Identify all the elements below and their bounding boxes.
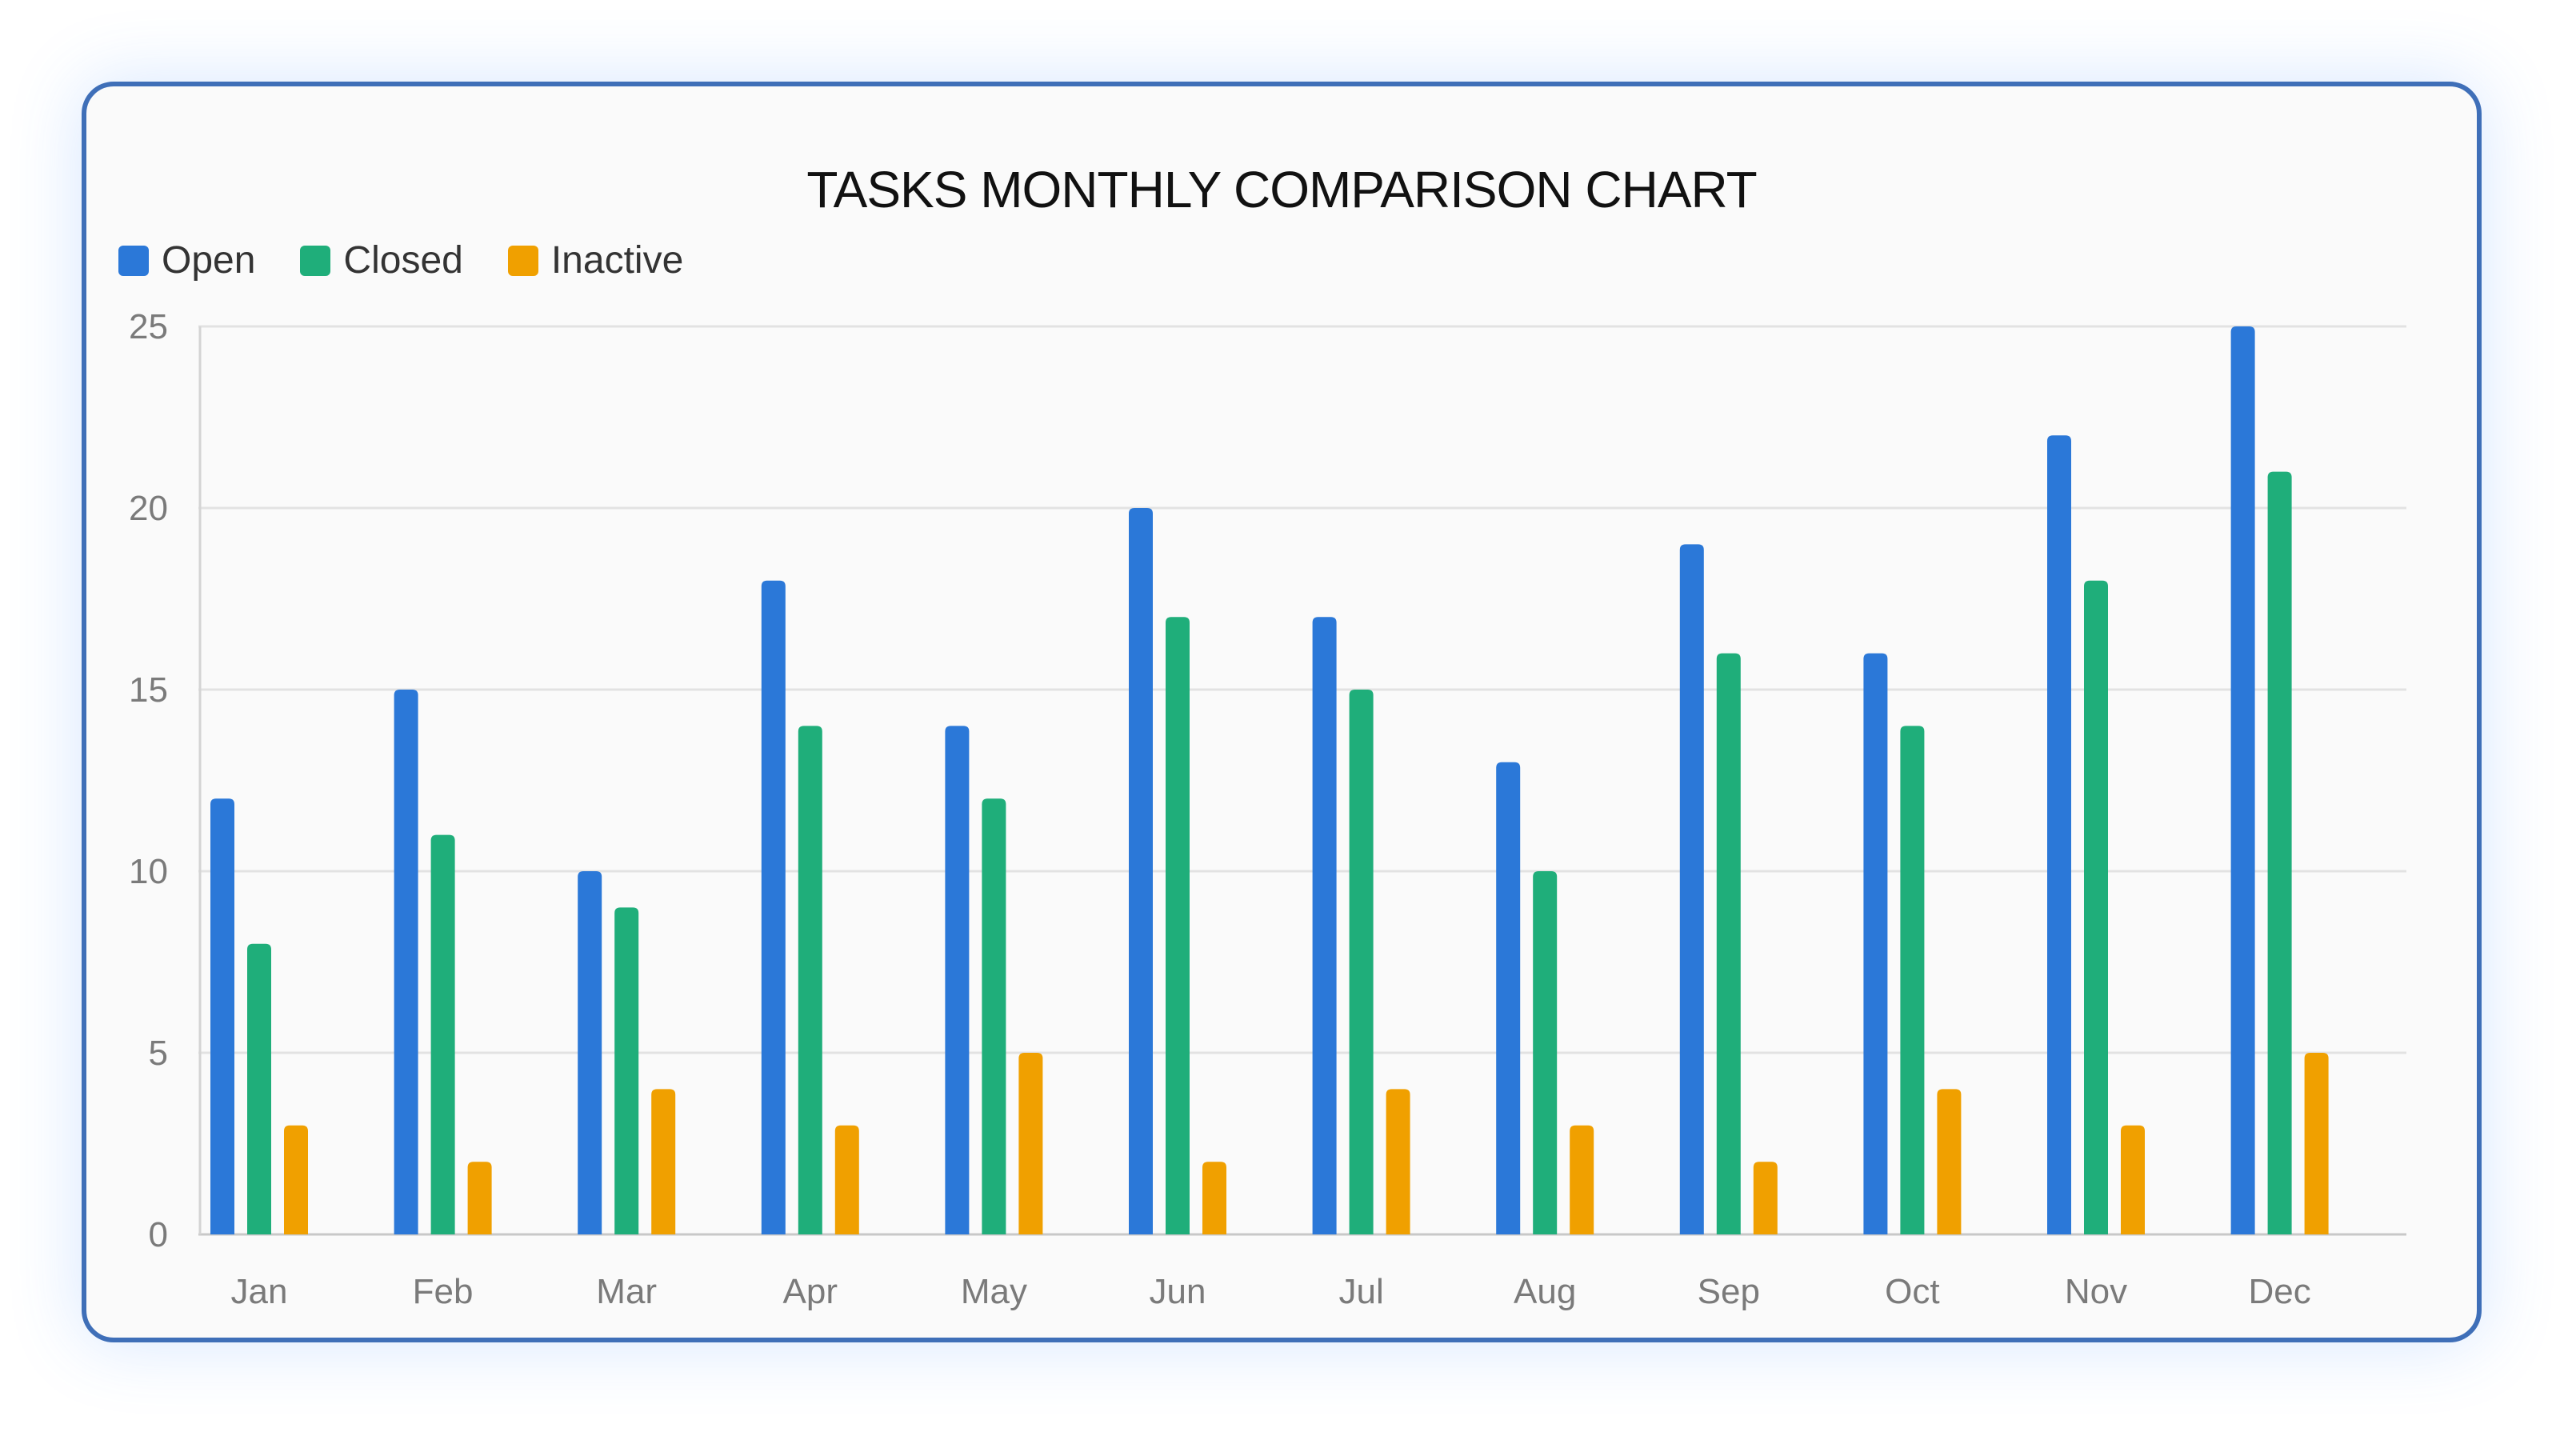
x-tick-label: Jun xyxy=(1150,1272,1206,1311)
legend-item-open[interactable]: Open xyxy=(118,238,255,282)
bar-open-jun[interactable] xyxy=(1129,508,1153,1234)
bar-closed-aug[interactable] xyxy=(1533,871,1558,1234)
x-tick-label: May xyxy=(961,1272,1027,1311)
bar-open-aug[interactable] xyxy=(1496,762,1521,1234)
chart-title: TASKS MONTHLY COMPARISON CHART xyxy=(806,161,1757,218)
x-tick-label: Nov xyxy=(2065,1272,2127,1311)
bar-inactive-jan[interactable] xyxy=(284,1125,308,1234)
bar-closed-sep[interactable] xyxy=(1716,653,1741,1234)
legend-item-closed[interactable]: Closed xyxy=(300,238,463,282)
y-tick-label: 25 xyxy=(129,307,168,346)
chart-card: TASKS MONTHLY COMPARISON CHART Open Clos… xyxy=(82,82,2482,1342)
bar-inactive-jul[interactable] xyxy=(1386,1089,1410,1234)
bar-open-apr[interactable] xyxy=(761,580,786,1234)
bar-open-mar[interactable] xyxy=(578,871,602,1234)
x-tick-label: Aug xyxy=(1514,1272,1576,1311)
x-tick-label: Oct xyxy=(1885,1272,1939,1311)
bar-chart-plot: 0 5 10 15 20 25 Jan Feb Mar Apr May Jun Jul Aug Sep Oct… xyxy=(129,307,2406,1311)
bar-open-nov[interactable] xyxy=(2047,435,2071,1234)
legend-swatch-closed xyxy=(300,245,331,276)
bar-closed-jul[interactable] xyxy=(1349,690,1374,1234)
bar-closed-mar[interactable] xyxy=(614,907,639,1234)
bar-inactive-aug[interactable] xyxy=(1570,1125,1594,1234)
legend-swatch-open xyxy=(118,245,149,276)
y-tick-label: 10 xyxy=(129,852,168,891)
y-tick-label: 15 xyxy=(129,670,168,710)
x-tick-label: Jan xyxy=(231,1272,288,1311)
bar-closed-nov[interactable] xyxy=(2084,580,2108,1234)
legend-label-inactive: Inactive xyxy=(550,239,684,282)
bar-closed-may[interactable] xyxy=(982,798,1006,1234)
bar-inactive-may[interactable] xyxy=(1018,1053,1043,1234)
x-tick-label: Mar xyxy=(596,1272,657,1311)
bar-open-dec[interactable] xyxy=(2230,326,2255,1234)
bar-open-jul[interactable] xyxy=(1312,617,1337,1234)
y-tick-label: 20 xyxy=(129,489,168,528)
bar-inactive-nov[interactable] xyxy=(2121,1125,2145,1234)
bar-closed-dec[interactable] xyxy=(2267,471,2292,1234)
x-tick-label: Apr xyxy=(783,1272,838,1311)
y-tick-label: 5 xyxy=(149,1034,168,1073)
bar-inactive-oct[interactable] xyxy=(1937,1089,1962,1234)
bar-closed-apr[interactable] xyxy=(798,726,822,1234)
bar-open-oct[interactable] xyxy=(1863,653,1888,1234)
bar-closed-feb[interactable] xyxy=(430,834,455,1234)
bar-inactive-feb[interactable] xyxy=(467,1162,492,1234)
bar-inactive-sep[interactable] xyxy=(1753,1162,1778,1234)
bar-inactive-apr[interactable] xyxy=(834,1125,859,1234)
bar-open-may[interactable] xyxy=(945,726,970,1234)
legend-label-open: Open xyxy=(162,239,256,282)
bar-open-feb[interactable] xyxy=(394,690,418,1234)
bar-open-jan[interactable] xyxy=(210,798,234,1234)
bar-closed-oct[interactable] xyxy=(1900,726,1925,1234)
legend-item-inactive[interactable]: Inactive xyxy=(507,238,684,282)
legend-label-closed: Closed xyxy=(343,239,463,282)
bar-open-sep[interactable] xyxy=(1679,544,1704,1234)
bar-closed-jun[interactable] xyxy=(1166,617,1190,1234)
x-tick-label: Sep xyxy=(1698,1272,1760,1311)
bar-inactive-jun[interactable] xyxy=(1202,1162,1226,1234)
bar-closed-jan[interactable] xyxy=(247,943,271,1234)
legend-swatch-inactive xyxy=(507,245,538,276)
x-tick-label: Feb xyxy=(413,1272,474,1311)
y-tick-label: 0 xyxy=(149,1215,168,1254)
legend: Open Closed Inactive xyxy=(118,238,683,282)
x-tick-label: Dec xyxy=(2248,1272,2310,1311)
bar-inactive-dec[interactable] xyxy=(2304,1053,2329,1234)
bar-inactive-mar[interactable] xyxy=(651,1089,676,1234)
x-tick-label: Jul xyxy=(1338,1272,1383,1311)
